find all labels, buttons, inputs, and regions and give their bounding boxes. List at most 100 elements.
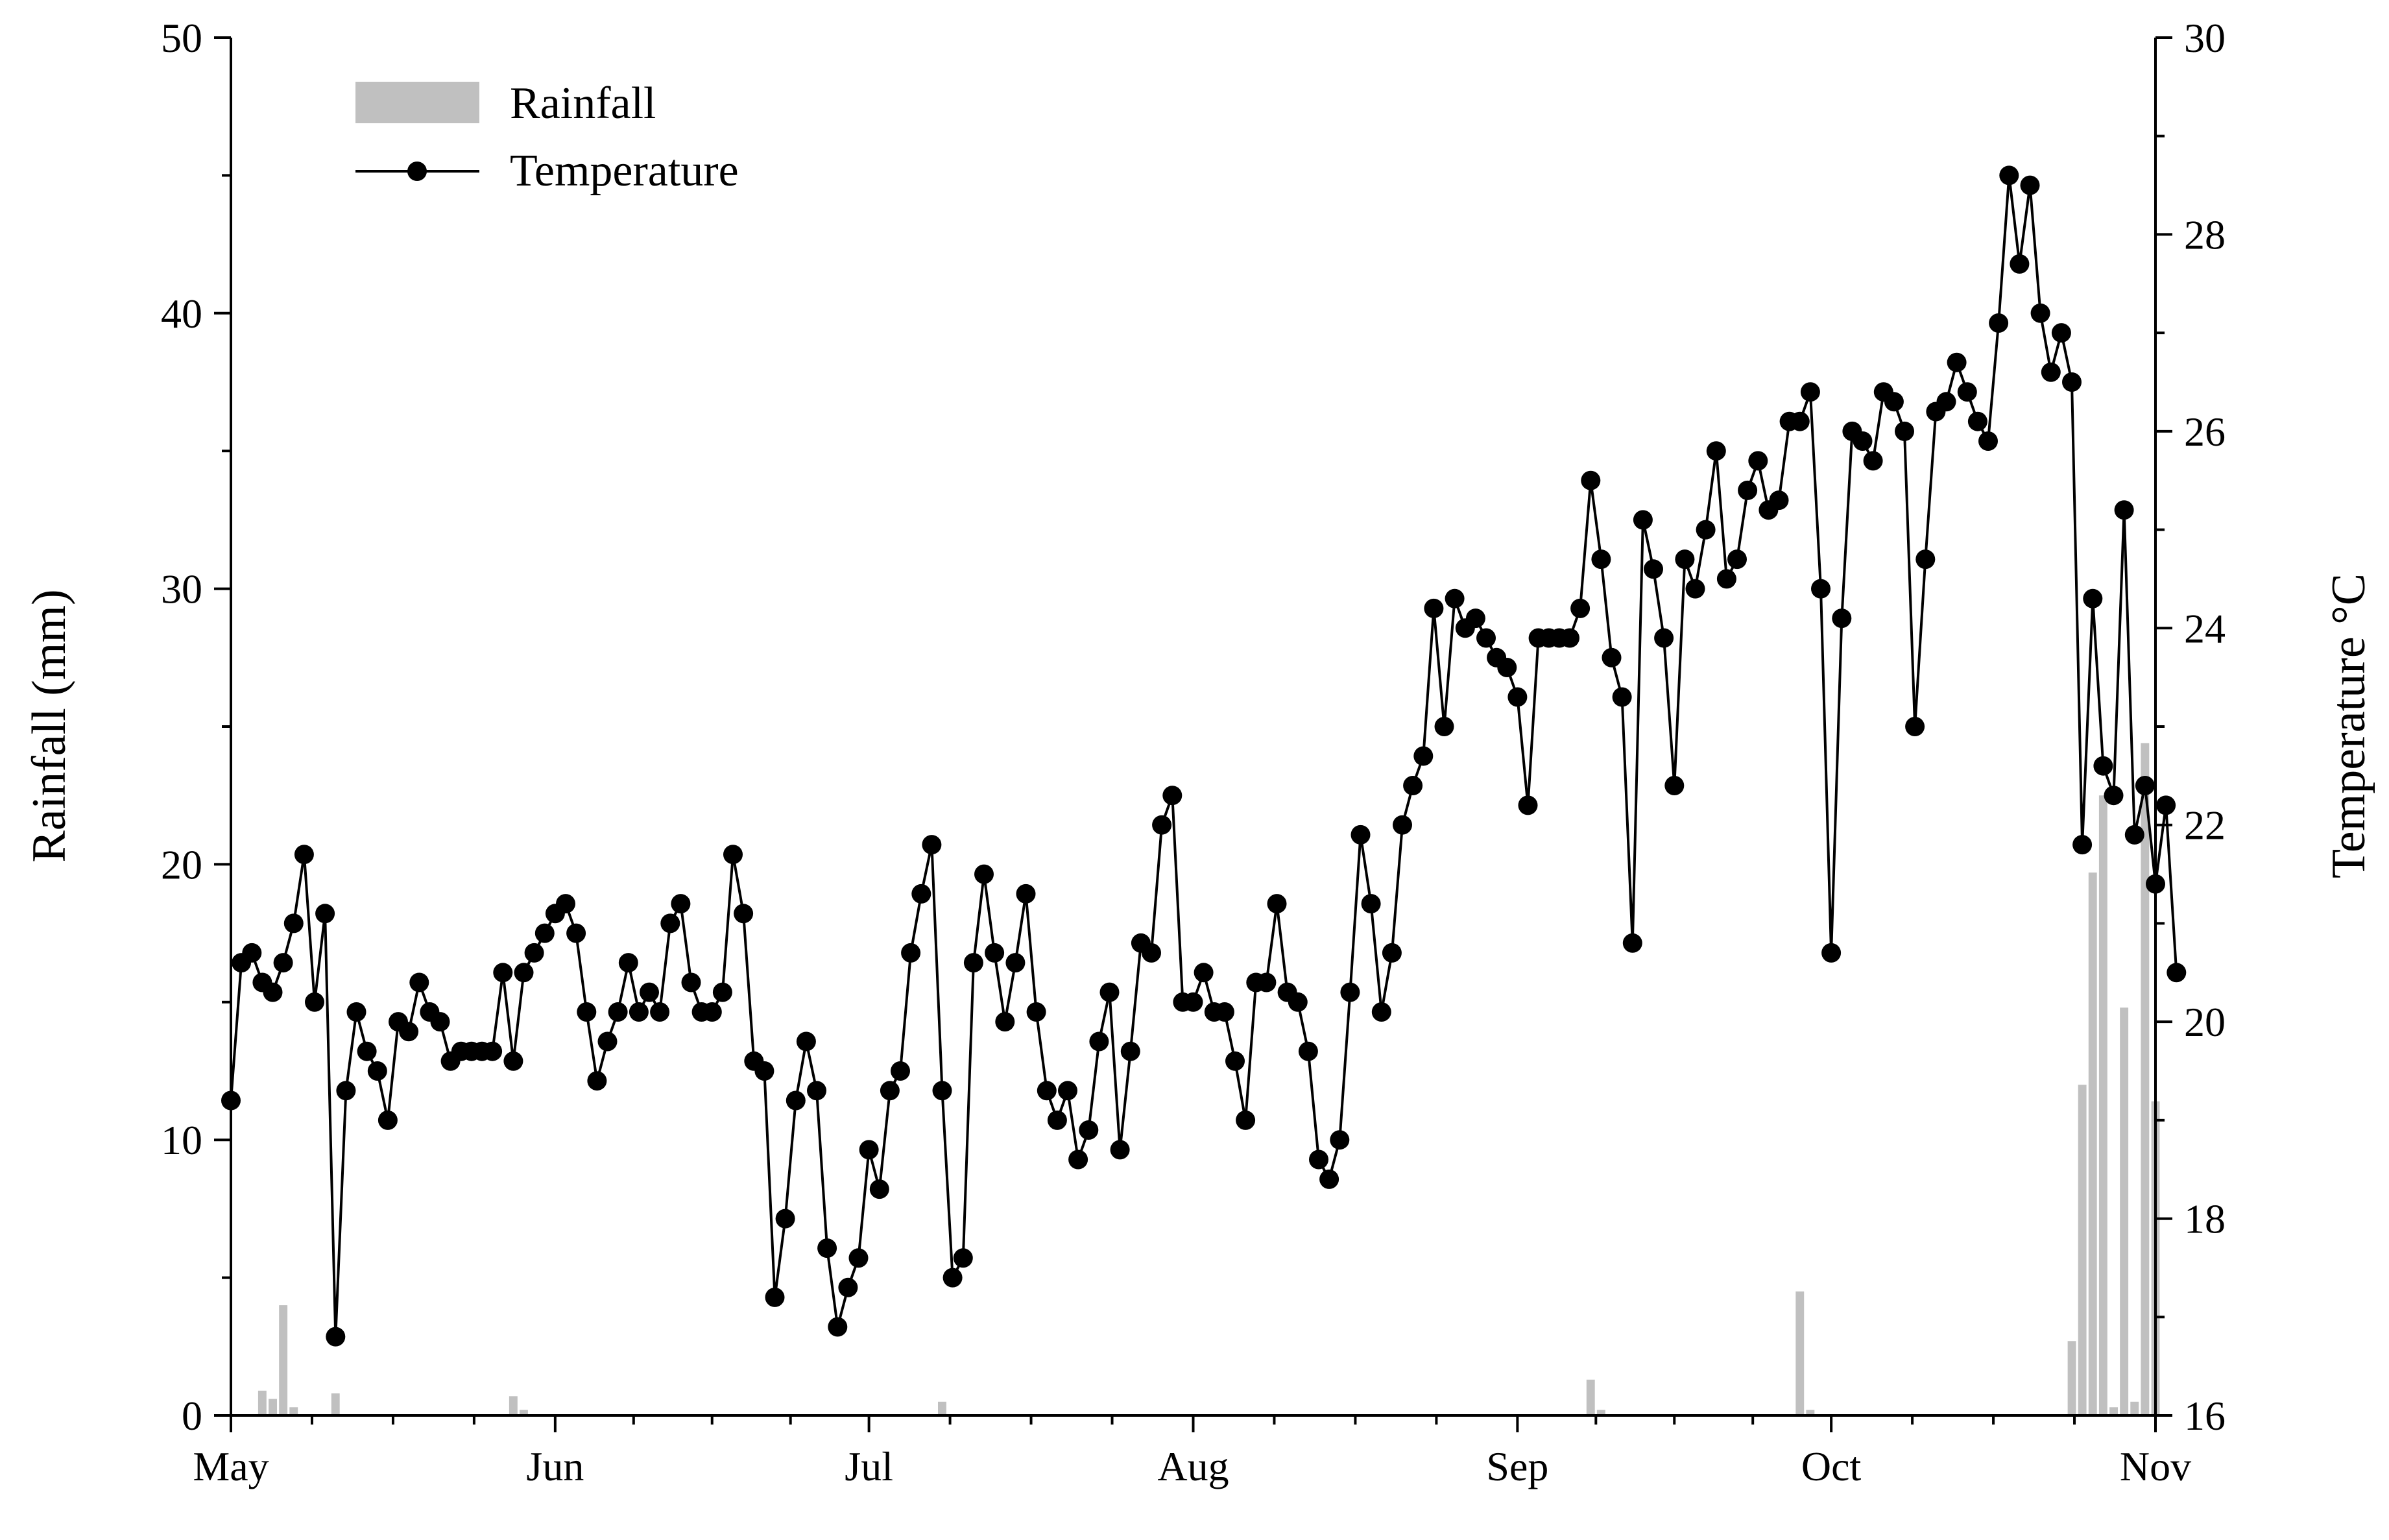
temperature-point — [2041, 362, 2061, 382]
temperature-point — [1026, 1002, 1046, 1022]
rainfall-bar — [2067, 1341, 2076, 1415]
temperature-point — [2072, 835, 2093, 855]
temperature-point — [1769, 490, 1789, 511]
temperature-point — [534, 923, 555, 943]
temperature-point — [922, 835, 942, 855]
temperature-point — [1518, 795, 1538, 815]
temperature-point — [1675, 549, 1695, 570]
temperature-point — [326, 1327, 346, 1347]
temperature-point — [1434, 717, 1454, 736]
temperature-point — [1716, 569, 1736, 589]
temperature-point — [1895, 421, 1914, 441]
temperature-point — [1664, 776, 1685, 795]
temperature-point — [1236, 1110, 1256, 1130]
temperature-point — [1194, 963, 1214, 983]
temperature-point — [597, 1031, 618, 1052]
temperature-point — [1591, 549, 1611, 570]
y-left-tick-label: 50 — [161, 15, 202, 61]
temperature-point — [974, 864, 994, 884]
y-right-tick-label: 18 — [2184, 1196, 2226, 1242]
x-tick-label: Jun — [526, 1443, 584, 1489]
y-right-tick-label: 26 — [2184, 409, 2226, 455]
temperature-point — [1978, 431, 1998, 451]
temperature-point — [1989, 313, 2009, 333]
temperature-point — [1162, 786, 1182, 806]
temperature-point — [1361, 894, 1381, 914]
temperature-point — [1058, 1081, 1077, 1101]
temperature-point — [650, 1002, 670, 1022]
x-tick-label: Nov — [2120, 1443, 2191, 1489]
rainfall-bars — [258, 743, 2160, 1415]
temperature-point — [1403, 776, 1423, 795]
rainfall-bar — [2109, 1407, 2118, 1415]
temperature-point — [848, 1248, 869, 1268]
y-left-tick-label: 30 — [161, 566, 202, 612]
temperature-point — [681, 972, 701, 993]
temperature-point — [995, 1012, 1015, 1032]
temperature-point — [242, 943, 262, 963]
temperature-point — [1120, 1041, 1140, 1061]
temperature-point — [430, 1012, 450, 1032]
temperature-point — [1079, 1120, 1099, 1140]
y-right-tick-label: 16 — [2184, 1393, 2226, 1439]
temperature-point — [2104, 786, 2124, 806]
temperature-point — [1099, 982, 1120, 1002]
temperature-point — [587, 1071, 607, 1091]
temperature-point — [765, 1287, 785, 1307]
y-left-axis-title: Rainfall (mm) — [23, 589, 76, 862]
rainfall-bar — [258, 1390, 267, 1415]
temperature-point — [1393, 815, 1412, 835]
temperature-point — [1152, 815, 1172, 835]
temperature-point — [891, 1061, 910, 1081]
temperature-point — [1047, 1110, 1067, 1130]
x-tick-label: Sep — [1486, 1443, 1548, 1489]
temperature-point — [953, 1248, 973, 1268]
y-right-tick-label: 20 — [2184, 999, 2226, 1045]
temperature-point — [1727, 549, 1747, 570]
temperature-point — [1037, 1081, 1057, 1101]
temperature-point — [378, 1110, 398, 1130]
axes: 0 10 20 30 40 50 16 18 20 22 24 26 28 30 May Jun Jul Aug S… — [161, 15, 2226, 1489]
temperature-point — [503, 1051, 523, 1071]
temperature-point — [2156, 795, 2176, 815]
legend-swatch-rainfall — [355, 82, 479, 123]
temperature-point — [1853, 431, 1873, 451]
x-tick-label: Oct — [1801, 1443, 1862, 1489]
legend-marker-temperature — [407, 162, 427, 181]
temperature-point — [577, 1002, 597, 1022]
temperature-point — [1602, 647, 1622, 668]
rainfall-bar — [289, 1407, 298, 1415]
temperature-point — [367, 1061, 387, 1081]
temperature-point — [566, 923, 586, 943]
temperature-point — [859, 1140, 879, 1160]
temperature-point — [2062, 372, 2082, 392]
temperature-point — [880, 1081, 900, 1101]
temperature-point — [2135, 776, 2155, 795]
temperature-line — [230, 174, 2178, 1338]
temperature-point — [1790, 411, 1810, 431]
temperature-point — [1507, 687, 1528, 707]
temperature-point — [2167, 963, 2187, 983]
temperature-point — [483, 1041, 503, 1061]
temperature-point — [1800, 382, 1820, 402]
rainfall-bar — [2088, 872, 2097, 1415]
temperature-point — [346, 1002, 366, 1022]
temperature-point — [942, 1268, 963, 1288]
y-left-tick-label: 10 — [161, 1117, 202, 1163]
temperature-point — [1465, 608, 1485, 629]
temperature-point — [932, 1081, 952, 1101]
temperature-point — [2051, 323, 2071, 343]
temperature-point — [660, 913, 680, 933]
y-left-tick-label: 40 — [161, 291, 202, 337]
temperature-point — [618, 953, 638, 973]
temperature-point — [1005, 953, 1026, 973]
rainfall-bar — [938, 1401, 946, 1415]
temperature-point — [283, 913, 304, 933]
temperature-point — [1351, 824, 1371, 845]
temperature-point — [1685, 579, 1705, 599]
temperature-point — [1319, 1169, 1339, 1189]
temperature-point — [273, 953, 293, 973]
temperature-point — [671, 894, 691, 914]
y-right-axis-title: Temperature °C — [2322, 573, 2375, 878]
